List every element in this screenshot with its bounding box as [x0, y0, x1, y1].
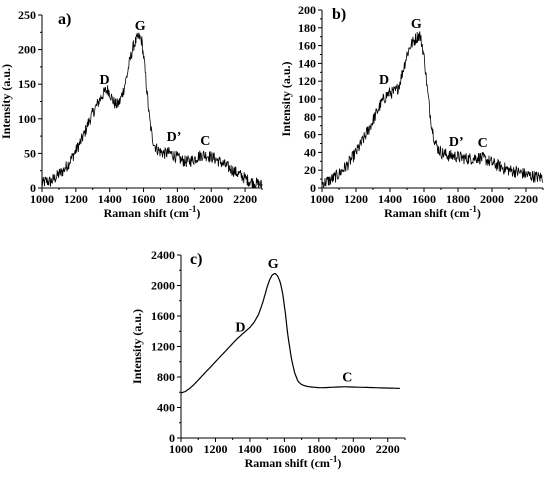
y-tick-label: 1200: [151, 340, 175, 354]
x-tick-label: 1200: [344, 192, 368, 206]
y-tick-label: 160: [298, 39, 316, 53]
y-tick-label: 800: [157, 370, 175, 384]
x-tick-label: 1200: [203, 442, 227, 456]
peak-label: G: [135, 19, 146, 34]
y-axis-label: Intensity (a.u.): [279, 61, 293, 136]
x-tick-label: 2000: [480, 192, 504, 206]
spectrum-line: [321, 31, 544, 189]
x-tick-label: 1800: [165, 192, 189, 206]
peak-label: D: [379, 73, 389, 88]
x-tick-label: 1600: [412, 192, 436, 206]
x-tick-label: 1000: [169, 442, 193, 456]
y-tick-label: 250: [18, 8, 36, 22]
y-tick-label: 200: [18, 43, 36, 57]
peak-label: D’: [449, 135, 464, 150]
x-tick-label: 1000: [30, 192, 54, 206]
peak-label: D’: [167, 130, 182, 145]
x-tick-label: 1800: [446, 192, 470, 206]
y-tick-label: 20: [304, 163, 316, 177]
y-tick-label: 1600: [151, 309, 175, 323]
panel-label: a): [58, 11, 71, 28]
x-axis-label: Raman shift (cm-1): [104, 204, 201, 220]
y-axis-label: Intensity (a.u.): [0, 64, 13, 139]
peak-label: C: [478, 136, 488, 151]
y-tick-label: 0: [310, 181, 316, 195]
y-tick-label: 140: [298, 56, 316, 70]
spectrum-line: [41, 32, 263, 189]
y-tick-label: 40: [304, 145, 316, 159]
x-tick-label: 1400: [378, 192, 402, 206]
y-tick-label: 150: [18, 77, 36, 91]
x-tick-label: 2000: [199, 192, 223, 206]
peak-label: C: [200, 134, 210, 149]
panel-label: c): [190, 251, 202, 268]
y-tick-label: 2400: [151, 248, 175, 262]
y-tick-label: 2000: [151, 279, 175, 293]
x-tick-label: 2200: [376, 442, 400, 456]
x-tick-label: 1600: [272, 442, 296, 456]
x-tick-label: 2200: [514, 192, 538, 206]
y-tick-label: 60: [304, 128, 316, 142]
x-tick-label: 1200: [64, 192, 88, 206]
x-tick-label: 2200: [233, 192, 257, 206]
x-axis-label: Raman shift (cm-1): [384, 204, 481, 220]
y-tick-label: 100: [18, 112, 36, 126]
y-tick-label: 400: [157, 401, 175, 415]
y-tick-label: 0: [169, 431, 175, 445]
y-tick-label: 200: [298, 3, 316, 17]
y-tick-label: 80: [304, 110, 316, 124]
x-tick-label: 1000: [310, 192, 334, 206]
peak-label: C: [342, 371, 352, 386]
chart-panel-2: 1000 1200 1400 1600 1800 2000 2200 0 20 40 60 80 100…: [279, 3, 544, 220]
spectrum-line: [180, 273, 400, 394]
peak-label: G: [411, 17, 422, 32]
peak-label: D: [235, 320, 245, 335]
x-tick-label: 1400: [238, 442, 262, 456]
y-tick-label: 180: [298, 21, 316, 35]
y-tick-label: 100: [298, 92, 316, 106]
x-tick-label: 1400: [98, 192, 122, 206]
x-tick-label: 2000: [341, 442, 365, 456]
x-axis-label: Raman shift (cm-1): [245, 454, 342, 470]
y-tick-label: 120: [298, 74, 316, 88]
x-tick-label: 1600: [132, 192, 156, 206]
y-tick-label: 50: [24, 146, 36, 160]
x-tick-label: 1800: [307, 442, 331, 456]
panel-label: b): [332, 6, 346, 23]
y-axis-label: Intensity (a.u.): [130, 309, 144, 384]
y-tick-label: 0: [30, 181, 36, 195]
chart-panel-3: 1000 1200 1400 1600 1800 2000 2200 0 400 800 1200 1…: [130, 248, 406, 470]
peak-label: D: [100, 73, 110, 88]
chart-panel-1: 1000 1200 1400 1600 1800 2000 2200 0 50 100 150 200…: [0, 8, 263, 220]
peak-label: G: [268, 257, 279, 272]
